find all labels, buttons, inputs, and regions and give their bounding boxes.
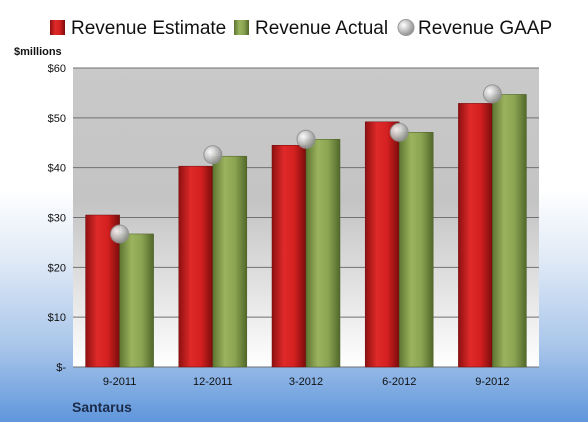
y-tick-label: $60 [48,63,66,75]
y-tick-label: $50 [48,113,66,125]
legend: Revenue Estimate Revenue Actual Revenue … [50,18,552,39]
legend-label-estimate: Revenue Estimate [71,18,226,39]
marker-revenue-gaap [389,122,409,142]
x-tick-label: 9-2011 [103,376,136,388]
y-tick-label: $20 [48,262,66,274]
x-tick-label: 6-2012 [382,376,416,388]
y-tick-label: $- [56,362,66,374]
legend-swatch-estimate [50,20,65,35]
bar-revenue-estimate [364,121,400,368]
bar-revenue-estimate [178,165,214,368]
bar-revenue-actual [212,155,248,368]
x-tick-label: 9-2012 [475,376,509,388]
marker-revenue-gaap [203,145,223,165]
legend-swatch-actual [234,20,249,35]
bar-revenue-actual [119,233,154,368]
y-axis-title: $millions [14,46,62,58]
marker-revenue-gaap [296,129,316,149]
y-tick-label: $10 [48,312,66,324]
x-tick-label: 12-2011 [193,376,233,388]
bar-revenue-actual [398,132,434,368]
x-axis-ticks: 9-2011 12-2011 3-2012 6-2012 9-2012 [103,376,510,388]
marker-revenue-gaap [482,84,502,104]
legend-label-gaap: Revenue GAAP [418,18,552,39]
y-axis-ticks: $- $10 $20 $30 $40 $50 $60 [48,63,67,374]
company-label: Santarus [72,399,132,415]
bar-revenue-estimate [271,144,307,368]
bar-revenue-actual [492,94,527,368]
y-tick-label: $40 [48,163,66,175]
legend-swatch-gaap [397,19,415,36]
bar-revenue-estimate [458,103,493,368]
legend-label-actual: Revenue Actual [255,18,388,39]
bars [85,94,527,368]
x-tick-label: 3-2012 [289,376,323,388]
gaap-markers [110,84,502,244]
bar-revenue-actual [305,139,341,368]
marker-revenue-gaap [110,224,130,244]
y-tick-label: $30 [48,213,66,225]
